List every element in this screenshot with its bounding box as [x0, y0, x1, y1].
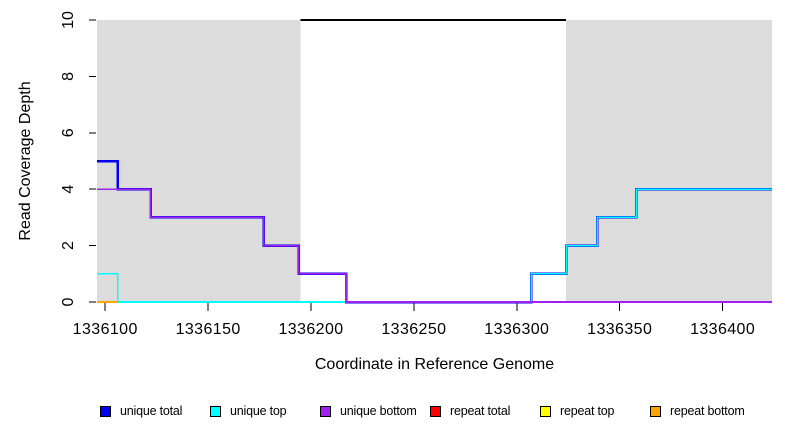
y-axis-tick-label: 8 — [60, 72, 77, 81]
x-axis-tick-label: 1336350 — [587, 321, 652, 338]
legend-swatch-repeat-bottom — [650, 405, 661, 417]
legend-entry-repeat-top: repeat top — [540, 403, 614, 419]
unique-region-left — [97, 20, 301, 302]
legend-swatch-unique-top — [210, 405, 221, 417]
series-unique-bottom-line — [97, 188, 772, 303]
legend-label-unique-top: unique top — [230, 404, 287, 418]
legend-swatch-repeat-top — [540, 405, 551, 417]
x-axis-tick-label: 1336400 — [690, 321, 755, 338]
legend-label-repeat-top: repeat top — [560, 404, 615, 418]
y-axis-title: Read Coverage Depth — [17, 81, 34, 241]
legend-entry-repeat-bottom: repeat bottom — [650, 403, 745, 419]
legend-entry-unique-bottom: unique bottom — [320, 403, 417, 419]
y-axis-tick-label: 2 — [60, 241, 77, 250]
y-axis-tick-label: 6 — [60, 128, 77, 137]
legend-label-repeat-bottom: repeat bottom — [670, 404, 745, 418]
series-unique-top-line — [97, 188, 772, 303]
legend-swatch-unique-total — [100, 405, 111, 417]
y-axis-tick-label: 10 — [60, 11, 77, 29]
x-axis-tick-label: 1336150 — [176, 321, 241, 338]
x-axis-tick-label: 1336250 — [381, 321, 446, 338]
y-axis-tick-label: 4 — [60, 185, 77, 194]
x-axis-tick-label: 1336100 — [73, 321, 138, 338]
x-axis-tick-label: 1336300 — [484, 321, 549, 338]
y-axis-tick-label: 0 — [60, 297, 77, 306]
legend-entry-unique-total: unique total — [100, 403, 182, 419]
legend-entry-repeat-total: repeat total — [430, 403, 510, 419]
legend-entry-unique-top: unique top — [210, 403, 287, 419]
x-axis-title: Coordinate in Reference Genome — [314, 356, 555, 373]
unique-region-right — [566, 20, 772, 302]
legend-label-unique-bottom: unique bottom — [340, 404, 417, 418]
legend-swatch-unique-bottom — [320, 405, 331, 417]
legend-label-repeat-total: repeat total — [450, 404, 511, 418]
x-axis-tick-label: 1336200 — [278, 321, 343, 338]
legend: unique total unique top unique bottom repea… — [0, 403, 792, 421]
legend-swatch-repeat-total — [430, 405, 441, 417]
legend-label-unique-total: unique total — [120, 404, 183, 418]
